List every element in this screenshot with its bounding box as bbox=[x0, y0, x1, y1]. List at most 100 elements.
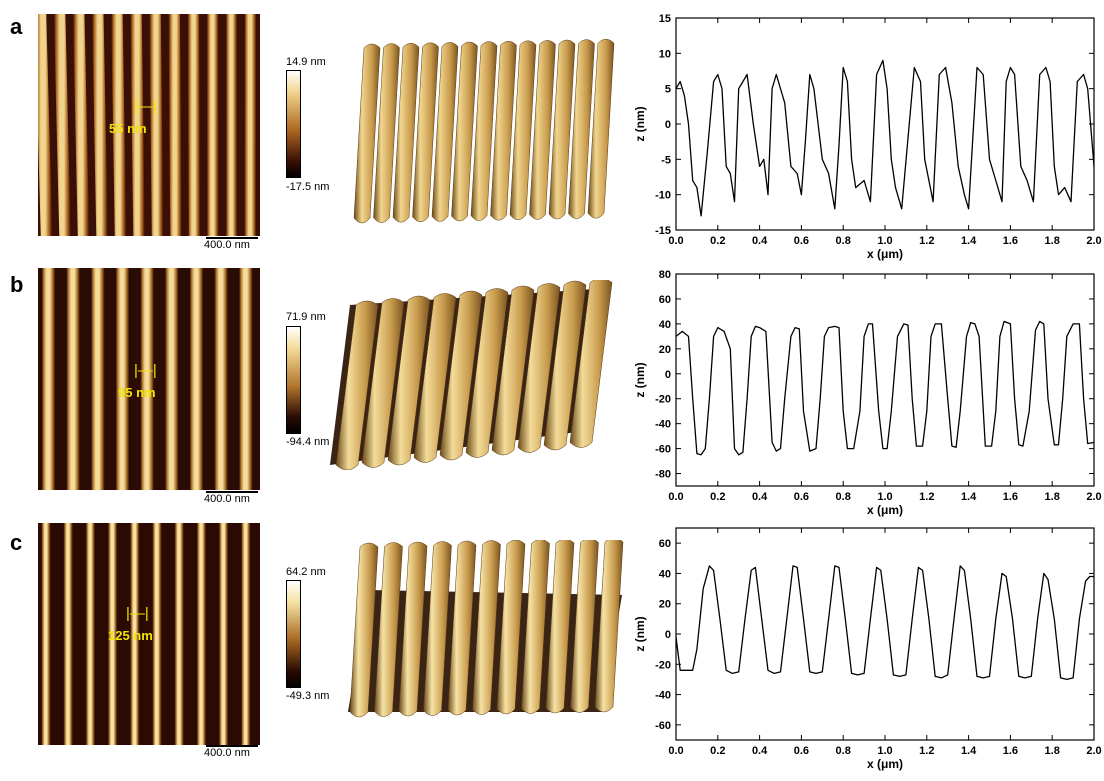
afm-3d-ridge bbox=[465, 288, 509, 458]
y-tick-label: 10 bbox=[659, 48, 671, 60]
afm-stripe bbox=[41, 268, 56, 490]
x-tick-label: 0.8 bbox=[836, 235, 851, 247]
afm-3d-ridge bbox=[431, 42, 459, 222]
afm-3d-ridge bbox=[548, 39, 576, 220]
x-tick-label: 0.6 bbox=[794, 491, 809, 503]
afm-3d-ridge bbox=[545, 538, 575, 714]
afm-image-c bbox=[38, 523, 260, 745]
x-tick-label: 2.0 bbox=[1086, 235, 1101, 247]
afm-3d-ridge bbox=[529, 40, 556, 220]
x-tick-label: 0.4 bbox=[752, 491, 768, 503]
afm-3d-view-c bbox=[340, 537, 625, 725]
afm-stripe bbox=[168, 14, 182, 236]
afm-stripe bbox=[53, 14, 71, 236]
afm-3d-ridge bbox=[569, 278, 613, 448]
afm-stripe bbox=[206, 14, 219, 236]
colorbar-a bbox=[286, 70, 301, 178]
y-tick-label: 0 bbox=[665, 629, 671, 641]
afm-3d-view-a bbox=[348, 30, 623, 230]
afm-3d-ridge bbox=[398, 541, 428, 717]
measurement-marker-c: |—| bbox=[126, 605, 149, 622]
x-tick-label: 1.6 bbox=[1003, 235, 1018, 247]
x-axis-label: x (μm) bbox=[867, 757, 903, 771]
x-tick-label: 1.6 bbox=[1003, 491, 1018, 503]
afm-stripe bbox=[225, 14, 238, 236]
afm-stripe bbox=[174, 523, 184, 745]
x-tick-label: 1.2 bbox=[919, 235, 934, 247]
plot-frame bbox=[675, 527, 1095, 741]
y-tick-label: 60 bbox=[659, 294, 671, 306]
x-tick-label: 1.2 bbox=[919, 491, 934, 503]
x-axis-label: x (μm) bbox=[867, 247, 903, 261]
x-tick-label: 1.6 bbox=[1003, 745, 1018, 757]
colorbar-c bbox=[286, 580, 301, 688]
plot-frame bbox=[675, 17, 1095, 231]
y-tick-label: 80 bbox=[659, 269, 671, 281]
x-tick-label: 1.4 bbox=[961, 745, 977, 757]
afm-3d-ridge bbox=[335, 300, 379, 471]
x-tick-label: 1.2 bbox=[919, 745, 934, 757]
x-tick-label: 1.4 bbox=[961, 235, 977, 247]
profile-line bbox=[675, 320, 1095, 456]
afm-3d-ridge bbox=[451, 41, 478, 222]
afm-stripe bbox=[38, 14, 53, 236]
y-tick-label: -5 bbox=[661, 154, 671, 166]
colorbar-max-b: 71.9 nm bbox=[286, 311, 326, 323]
afm-3d-ridge bbox=[374, 542, 403, 717]
afm-stripe bbox=[196, 523, 207, 745]
measurement-label-c: 125 nm bbox=[108, 628, 153, 643]
y-tick-label: 15 bbox=[659, 13, 671, 25]
x-tick-label: 1.8 bbox=[1045, 745, 1060, 757]
y-tick-label: -20 bbox=[655, 394, 671, 406]
afm-3d-ridge bbox=[373, 43, 400, 223]
afm-3d-ridge bbox=[412, 42, 439, 223]
afm-stripe bbox=[92, 14, 108, 236]
afm-3d-ridge bbox=[439, 290, 483, 461]
afm-3d-ridge bbox=[353, 43, 381, 224]
measurement-marker-b: |—| bbox=[134, 362, 157, 379]
afm-stripe bbox=[214, 268, 228, 490]
y-tick-label: -40 bbox=[655, 419, 671, 431]
colorbar-max-a: 14.9 nm bbox=[286, 56, 326, 68]
afm-stripe bbox=[189, 268, 204, 490]
x-tick-label: 0.2 bbox=[710, 745, 725, 757]
afm-3d-ridge bbox=[392, 42, 420, 223]
panel-letter-a: a bbox=[10, 14, 23, 39]
x-tick-label: 0.2 bbox=[710, 491, 725, 503]
afm-stripe bbox=[107, 523, 118, 745]
y-tick-label: 40 bbox=[659, 319, 671, 331]
x-tick-label: 1.8 bbox=[1045, 491, 1060, 503]
afm-stripe bbox=[218, 523, 229, 745]
afm-stripe bbox=[115, 268, 130, 490]
colorbar-min-a: -17.5 nm bbox=[286, 181, 330, 193]
y-tick-label: -15 bbox=[655, 225, 671, 237]
afm-stripe bbox=[41, 523, 51, 745]
x-tick-label: 0.0 bbox=[668, 491, 683, 503]
y-tick-label: 0 bbox=[665, 119, 671, 131]
colorbar-max-c: 64.2 nm bbox=[286, 566, 326, 578]
y-tick-label: 0 bbox=[665, 369, 671, 381]
profile-plot-b: 0.0 0.2 0.4 0.6 0.8 1.0 1.2 1.4 1.6 1.8 2.0 -80 -60 -… bbox=[628, 264, 1104, 527]
afm-3d-ridge bbox=[472, 540, 501, 715]
x-tick-label: 0.4 bbox=[752, 235, 768, 247]
afm-stripe bbox=[187, 14, 201, 236]
x-tick-label: 0.0 bbox=[668, 235, 683, 247]
afm-3d-view-b bbox=[330, 278, 615, 475]
afm-3d-ridge bbox=[413, 293, 457, 463]
afm-3d-ridge bbox=[587, 38, 615, 219]
afm-3d-ridge bbox=[568, 39, 595, 219]
afm-3d-ridge bbox=[496, 539, 526, 715]
panel-letter-b: b bbox=[10, 272, 24, 297]
afm-stripe bbox=[239, 268, 253, 490]
y-axis-label: z (nm) bbox=[633, 616, 647, 651]
afm-3d-ridge bbox=[521, 539, 550, 714]
x-tick-label: 0.6 bbox=[794, 235, 809, 247]
x-tick-label: 1.8 bbox=[1045, 235, 1060, 247]
afm-stripe bbox=[63, 523, 73, 745]
afm-image-b bbox=[38, 268, 260, 490]
afm-stripe bbox=[152, 523, 162, 745]
x-tick-label: 0.8 bbox=[836, 745, 851, 757]
x-tick-label: 0.4 bbox=[752, 745, 768, 757]
afm-3d-ridge bbox=[470, 41, 498, 221]
panel-letter-c: c bbox=[10, 530, 23, 555]
